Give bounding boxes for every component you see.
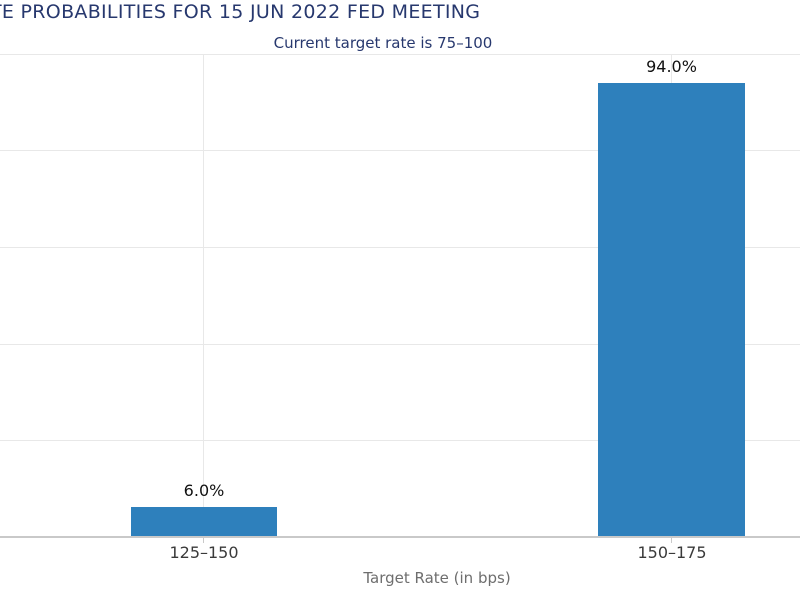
gridline-100pct (0, 54, 800, 55)
x-tick-label-150-175: 150–175 (637, 543, 707, 562)
x-axis-title: Target Rate (in bps) (363, 569, 511, 587)
x-tick-label-125-150: 125–150 (169, 543, 239, 562)
gridline-80pct (0, 150, 800, 151)
bar-group-125-150: 6.0% (131, 481, 277, 536)
vertical-gridline-125-150 (203, 54, 204, 536)
gridline-60pct (0, 247, 800, 248)
plot-area: 6.0% 94.0% (0, 54, 800, 536)
x-axis-line (0, 536, 800, 538)
bar-value-label: 94.0% (646, 57, 697, 76)
bar-group-150-175: 94.0% (598, 57, 745, 536)
x-tick-mark (671, 538, 672, 543)
bar-value-label: 6.0% (183, 481, 225, 500)
gridline-20pct (0, 440, 800, 441)
gridline-40pct (0, 344, 800, 345)
chart-title: TE PROBABILITIES FOR 15 JUN 2022 FED MEE… (0, 1, 481, 23)
bar-150-175 (598, 83, 745, 536)
x-tick-mark (203, 538, 204, 543)
bar-125-150 (131, 507, 277, 536)
chart-subtitle: Current target rate is 75–100 (273, 34, 493, 52)
